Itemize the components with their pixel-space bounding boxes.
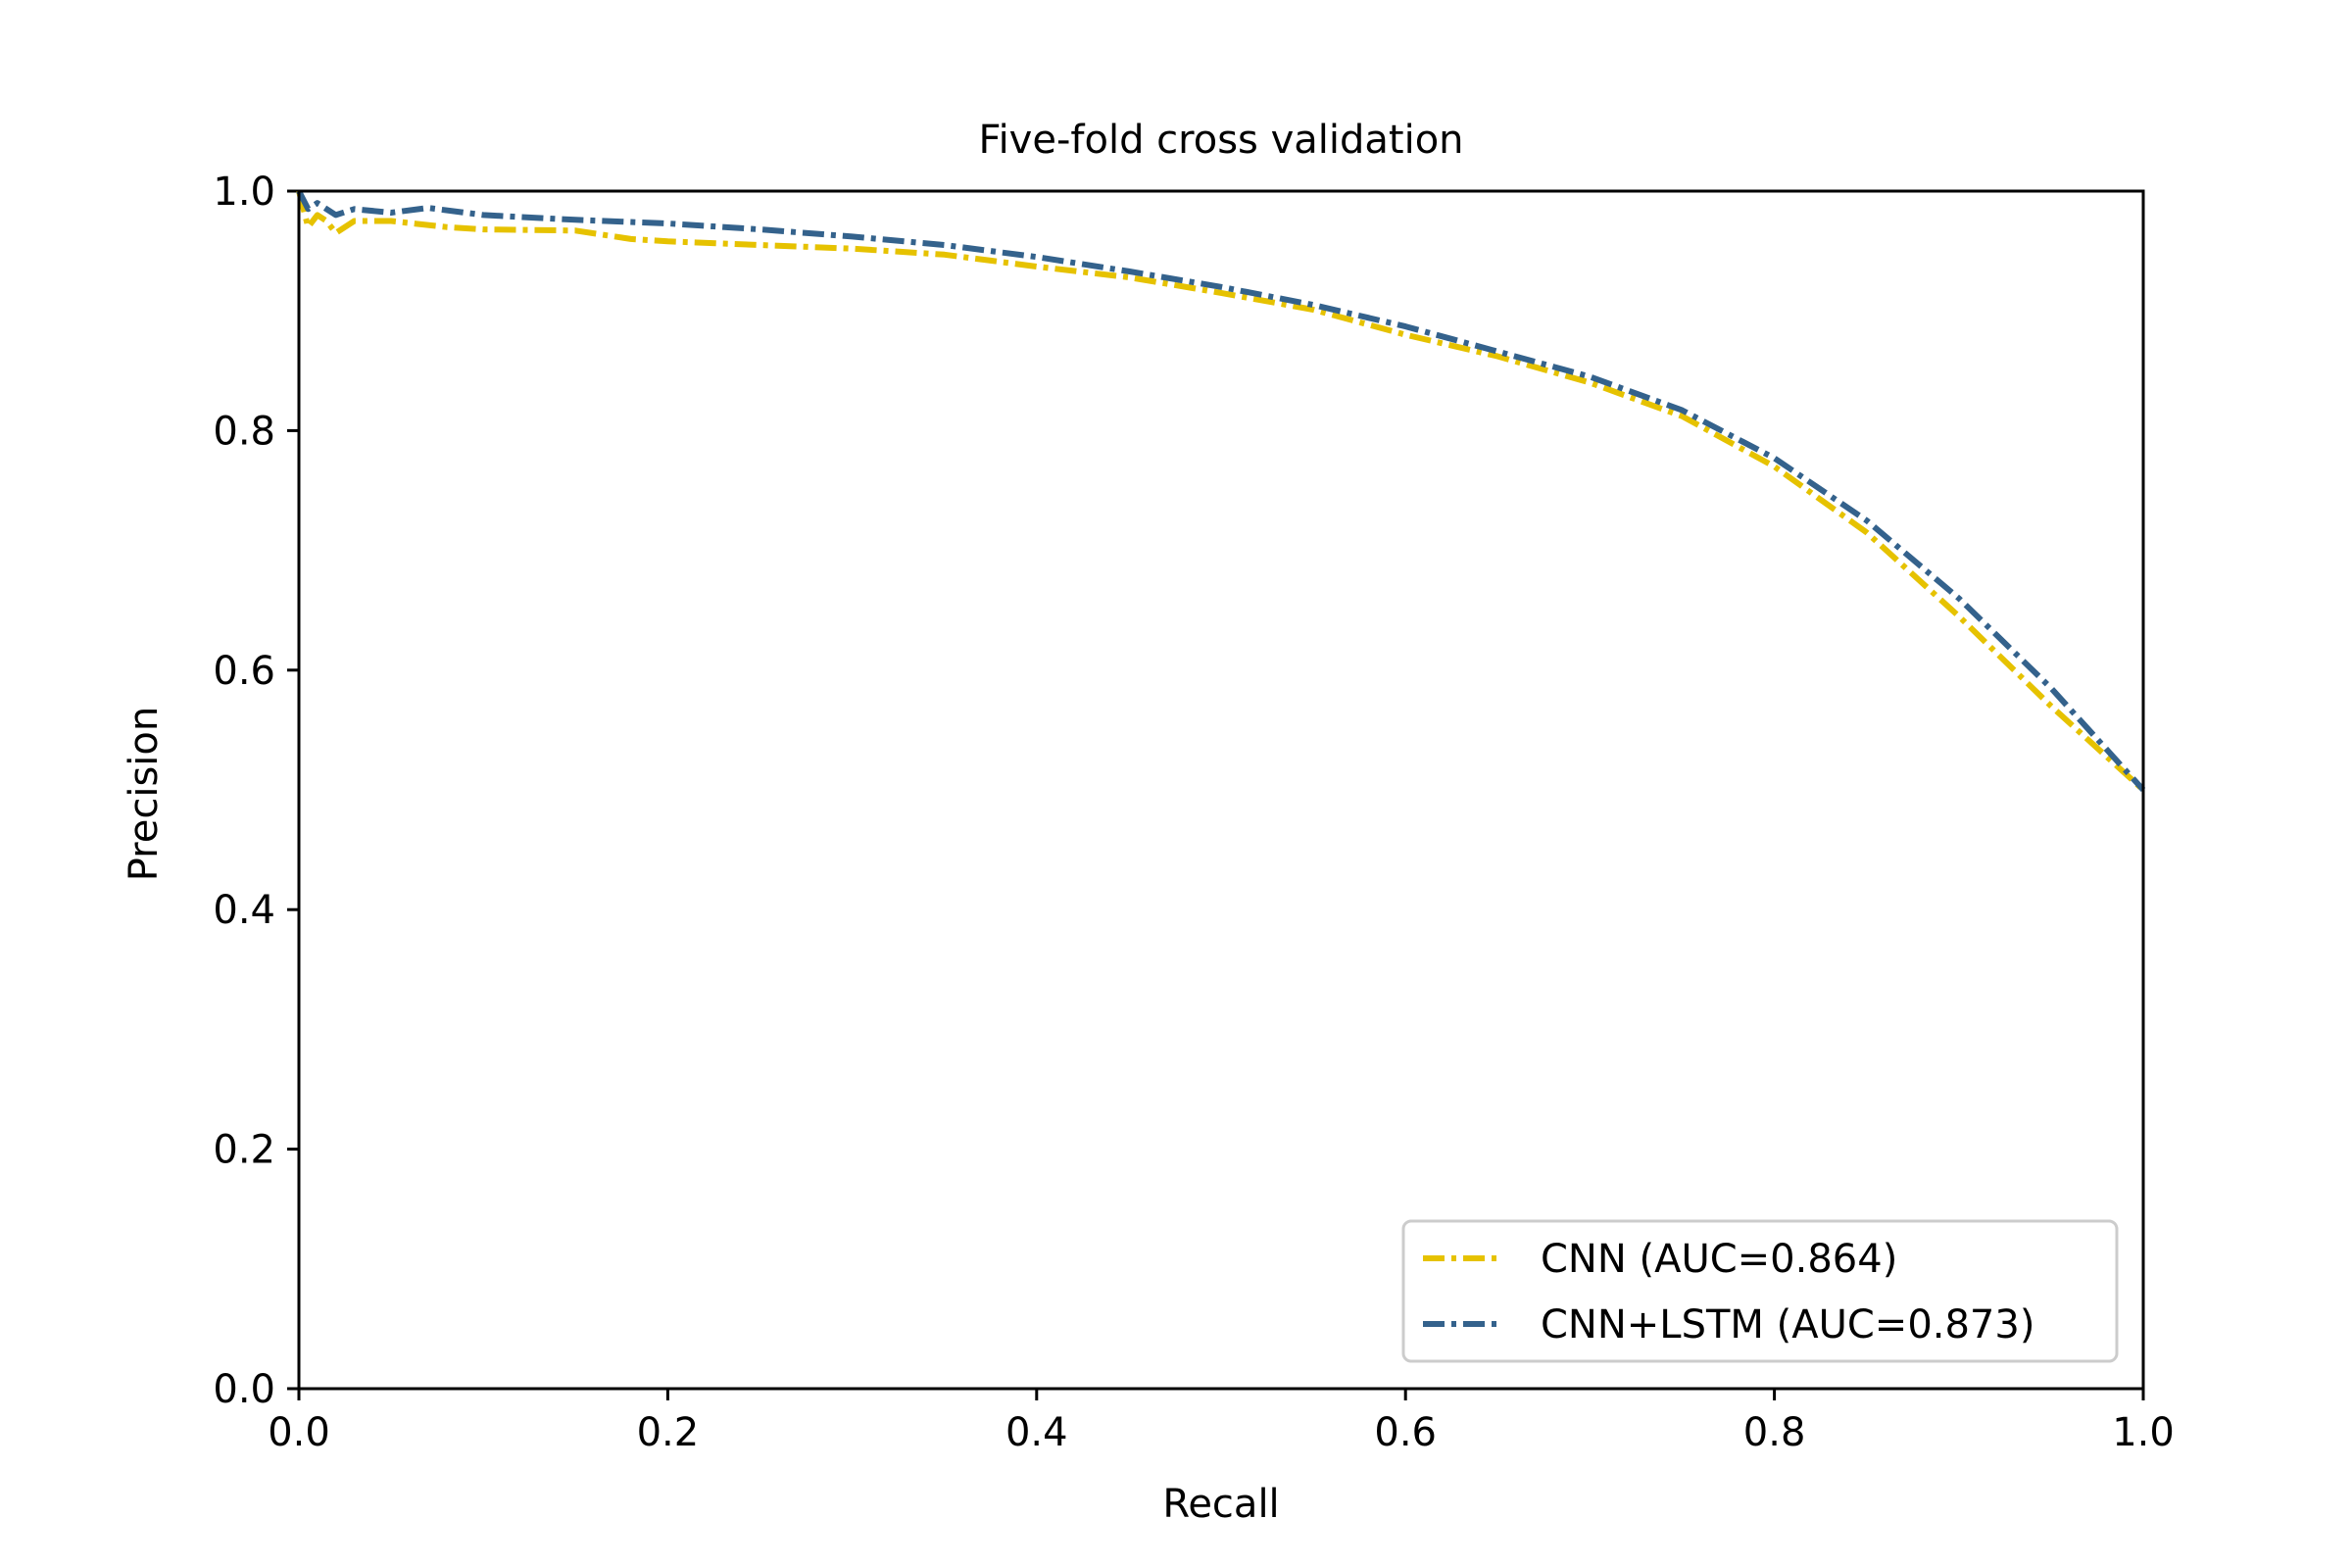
y-axis-label: Precision: [122, 707, 167, 881]
y-tick-label: 0.4: [213, 888, 275, 933]
y-axis: 0.0 0.2 0.4 0.6 0.8 1.0: [213, 170, 299, 1412]
x-tick-label: 0.8: [1743, 1410, 1806, 1455]
y-tick-label: 0.6: [213, 649, 275, 694]
x-axis-label: Recall: [1162, 1482, 1279, 1527]
y-tick-label: 1.0: [213, 170, 275, 215]
plot-frame: [297, 189, 2145, 1391]
series-line-0: [296, 190, 2146, 793]
series-layer: [296, 189, 2146, 793]
legend-label: CNN+LSTM (AUC=0.873): [1541, 1302, 2034, 1348]
x-tick-label: 0.4: [1005, 1410, 1068, 1455]
x-tick-label: 1.0: [2112, 1410, 2175, 1455]
y-tick-label: 0.2: [213, 1128, 275, 1173]
x-tick-label: 0.2: [637, 1410, 700, 1455]
y-tick-label: 0.8: [213, 409, 275, 454]
x-tick-label: 0.6: [1374, 1410, 1437, 1455]
legend-box: [1401, 1219, 2119, 1363]
x-tick-label: 0.0: [268, 1410, 330, 1455]
x-axis: 0.0 0.2 0.4 0.6 0.8 1.0: [268, 1389, 2175, 1455]
series-line-1: [296, 189, 2146, 793]
legend: CNN (AUC=0.864) CNN+LSTM (AUC=0.873): [1401, 1219, 2119, 1363]
chart-title: Five-fold cross validation: [978, 118, 1463, 163]
y-tick-label: 0.0: [213, 1367, 275, 1412]
legend-label: CNN (AUC=0.864): [1541, 1237, 1897, 1282]
